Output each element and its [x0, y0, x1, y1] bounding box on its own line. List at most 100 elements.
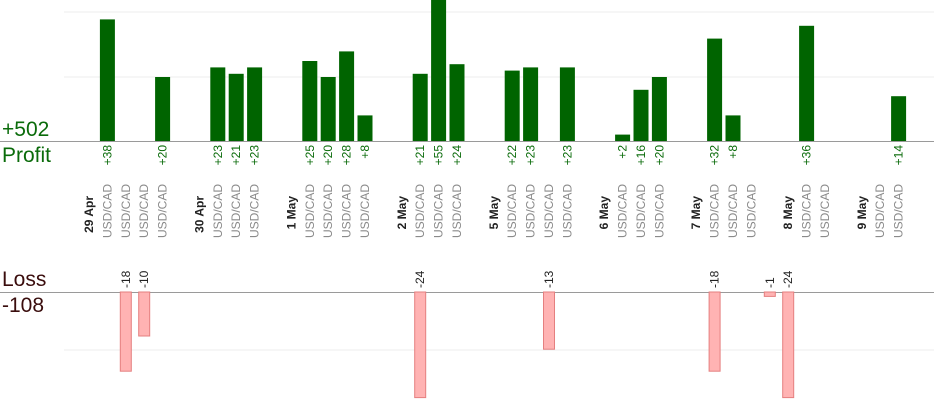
loss-bar: [763, 291, 776, 297]
date-label: 1 May: [284, 196, 298, 230]
profit-value-label: +24: [450, 145, 464, 166]
date-label: 2 May: [395, 196, 409, 230]
profit-value-label: +32: [708, 145, 722, 166]
loss-value-label: -18: [708, 270, 722, 288]
profit-bar: [504, 70, 520, 141]
profit-value-label: +14: [892, 145, 906, 166]
loss-bar: [543, 291, 555, 350]
date-labels: 29 Apr 30 Apr 1 May 2 May 5 May 6 May 7 May 8 M…: [82, 196, 869, 233]
profit-value-label: +21: [413, 145, 427, 166]
profit-bar: [228, 73, 244, 141]
date-label: 7 May: [689, 196, 703, 230]
category-label: USD/CAD: [800, 184, 814, 238]
category-labels: USD/CAD USD/CAD USD/CAD USD/CAD USD/CAD USD/C…: [100, 184, 905, 238]
date-label: 5 May: [487, 196, 501, 230]
profit-value-label: +21: [229, 145, 243, 166]
profit-value-label: +8: [726, 145, 740, 159]
profit-value-label: +23: [560, 145, 574, 166]
date-label: 29 Apr: [82, 196, 96, 233]
loss-value-label: -18: [119, 270, 133, 288]
profit-bar: [99, 19, 115, 141]
date-label: 9 May: [855, 196, 869, 230]
profit-bar-labels: +38 +20 +23 +21 +23 +25 +20 +28 +8 +21 +55 +24 +22 +2…: [100, 145, 905, 166]
loss-value-label: -13: [542, 270, 556, 288]
category-label: USD/CAD: [340, 184, 354, 238]
profit-bar: [210, 67, 226, 141]
loss-total: -108: [2, 294, 45, 317]
profit-bar: [651, 77, 667, 141]
axis-lines: [0, 141, 934, 293]
profit-value-label: +23: [211, 145, 225, 166]
profit-value-label: +20: [652, 145, 666, 166]
loss-bar: [138, 291, 151, 337]
category-label: USD/CAD: [229, 184, 243, 238]
loss-bar: [414, 291, 427, 399]
loss-value-label: -24: [781, 270, 795, 288]
loss-value-label: -10: [137, 270, 151, 288]
profit-bar: [339, 51, 355, 141]
loss-bar: [708, 291, 721, 372]
category-label: USD/CAD: [100, 184, 114, 238]
profit-value-label: +36: [800, 145, 814, 166]
loss-bar-labels: -18 -10 -24 -13 -18 -1 -24: [119, 270, 795, 288]
date-label: 30 Apr: [192, 196, 206, 233]
profit-value-label: +16: [634, 145, 648, 166]
profit-bar: [412, 73, 428, 141]
category-label: USD/CAD: [413, 184, 427, 238]
category-label: USD/CAD: [137, 184, 151, 238]
profit-bar: [357, 115, 373, 141]
category-label: USD/CAD: [303, 184, 317, 238]
loss-bar: [782, 291, 795, 399]
profit-bar: [891, 96, 907, 141]
profit-value-label: +28: [340, 145, 354, 166]
profit-value-label: +2: [616, 145, 630, 159]
loss-value-label: -1: [763, 277, 777, 288]
loss-bars: [119, 291, 795, 399]
profit-bar: [431, 0, 447, 141]
category-label: USD/CAD: [818, 184, 832, 238]
profit-bar: [559, 67, 575, 141]
category-label: USD/CAD: [634, 184, 648, 238]
category-label: USD/CAD: [616, 184, 630, 238]
profit-value-label: +8: [358, 145, 372, 159]
category-label: USD/CAD: [432, 184, 446, 238]
category-label: USD/CAD: [358, 184, 372, 238]
category-label: USD/CAD: [524, 184, 538, 238]
profit-bar: [302, 61, 318, 141]
category-label: USD/CAD: [892, 184, 906, 238]
profit-bars: [99, 0, 907, 141]
profit-value-label: +38: [100, 145, 114, 166]
profit-value-label: +20: [321, 145, 335, 166]
profit-bar: [633, 89, 649, 141]
profit-value-label: +20: [156, 145, 170, 166]
profit-value-label: +55: [432, 145, 446, 166]
profit-total: +502: [2, 118, 50, 141]
category-label: USD/CAD: [119, 184, 133, 238]
category-label: USD/CAD: [450, 184, 464, 238]
category-label: USD/CAD: [542, 184, 556, 238]
profit-bar: [707, 38, 723, 141]
profit-value-label: +25: [303, 145, 317, 166]
category-label: USD/CAD: [560, 184, 574, 238]
profit-value-label: +23: [524, 145, 538, 166]
category-label: USD/CAD: [744, 184, 758, 238]
profit-bar: [523, 67, 539, 141]
profit-bar: [320, 77, 336, 141]
profit-bar: [155, 77, 171, 141]
profit-bar: [725, 115, 741, 141]
profit-bar: [799, 25, 815, 141]
category-label: USD/CAD: [211, 184, 225, 238]
category-label: USD/CAD: [726, 184, 740, 238]
date-label: 8 May: [781, 196, 795, 230]
profit-value-label: +22: [505, 145, 519, 166]
loss-value-label: -24: [413, 270, 427, 288]
profit-bar: [247, 67, 263, 141]
loss-label: Loss: [2, 268, 47, 291]
category-label: USD/CAD: [708, 184, 722, 238]
date-label: 6 May: [597, 196, 611, 230]
category-label: USD/CAD: [873, 184, 887, 238]
profit-bar: [449, 64, 465, 141]
category-label: USD/CAD: [652, 184, 666, 238]
profit-bar: [615, 134, 631, 141]
